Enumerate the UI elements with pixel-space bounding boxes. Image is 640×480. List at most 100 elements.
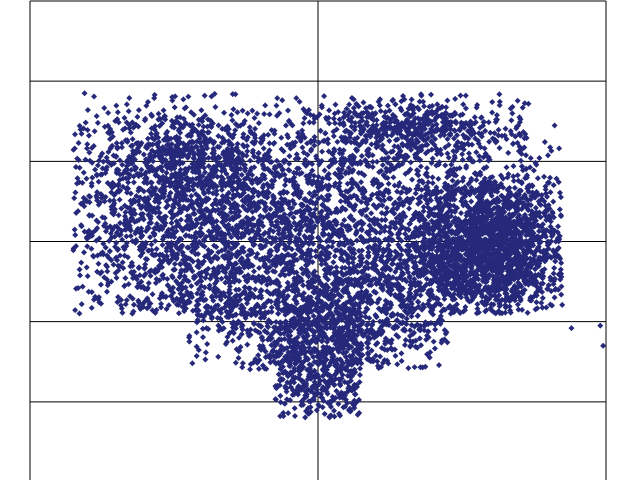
scatter-point bbox=[184, 197, 191, 204]
scatter-point bbox=[471, 114, 478, 121]
scatter-point bbox=[153, 245, 160, 252]
scatter-point bbox=[505, 149, 512, 156]
scatter-point bbox=[114, 143, 121, 150]
scatter-point bbox=[126, 125, 133, 132]
scatter-point bbox=[322, 130, 329, 137]
scatter-point bbox=[296, 226, 303, 233]
scatter-point bbox=[173, 185, 180, 192]
scatter-point bbox=[169, 274, 176, 281]
scatter-point bbox=[278, 134, 285, 141]
scatter-point bbox=[219, 193, 226, 200]
scatter-point bbox=[129, 136, 136, 143]
scatter-point bbox=[244, 143, 251, 150]
scatter-point bbox=[195, 121, 202, 128]
scatter-point bbox=[123, 119, 130, 126]
scatter-point bbox=[169, 97, 176, 104]
scatter-point bbox=[251, 268, 258, 275]
scatter-point bbox=[153, 133, 160, 140]
scatter-point bbox=[162, 174, 169, 181]
scatter-point bbox=[88, 304, 95, 311]
scatter-point bbox=[185, 255, 192, 262]
scatter-point bbox=[268, 177, 275, 184]
scatter-point bbox=[182, 232, 189, 239]
scatter-point bbox=[152, 280, 159, 287]
scatter-point bbox=[266, 111, 273, 118]
scatter-point bbox=[353, 237, 360, 244]
scatter-point bbox=[240, 162, 247, 169]
scatter-point bbox=[124, 138, 131, 145]
scatter-point bbox=[225, 190, 232, 197]
scatter-point bbox=[131, 163, 138, 170]
scatter-point bbox=[240, 189, 247, 196]
scatter-point bbox=[157, 147, 164, 154]
scatter-point bbox=[286, 153, 293, 160]
scatter-point bbox=[539, 295, 546, 302]
scatter-point bbox=[171, 159, 178, 166]
scatter-point bbox=[234, 203, 241, 210]
scatter-point bbox=[186, 232, 193, 239]
scatter-point bbox=[105, 129, 112, 136]
scatter-point bbox=[244, 148, 251, 155]
scatter-point bbox=[154, 204, 161, 211]
scatter-point bbox=[214, 173, 221, 180]
scatter-point bbox=[276, 173, 283, 180]
scatter-point bbox=[188, 130, 195, 137]
scatter-point bbox=[70, 245, 77, 252]
scatter-point bbox=[183, 217, 190, 224]
scatter-point bbox=[282, 122, 289, 129]
scatter-point bbox=[100, 240, 107, 247]
scatter-point bbox=[306, 119, 313, 126]
scatter-point bbox=[115, 225, 122, 232]
scatter-point bbox=[168, 171, 175, 178]
scatter-point bbox=[193, 143, 200, 150]
scatter-point bbox=[113, 239, 120, 246]
scatter-point bbox=[358, 179, 365, 186]
scatter-point bbox=[216, 144, 223, 151]
scatter-point bbox=[182, 175, 189, 182]
scatter-point bbox=[457, 92, 464, 99]
scatter-point bbox=[118, 144, 125, 151]
scatter-point bbox=[152, 237, 159, 244]
scatter-point bbox=[155, 174, 162, 181]
scatter-point bbox=[409, 176, 416, 183]
scatter-point bbox=[382, 216, 389, 223]
scatter-point bbox=[189, 247, 196, 254]
scatter-point bbox=[254, 110, 261, 117]
scatter-point bbox=[126, 204, 133, 211]
scatter-point bbox=[186, 148, 193, 155]
scatter-point bbox=[159, 241, 166, 248]
scatter-point bbox=[259, 171, 266, 178]
scatter-point bbox=[118, 205, 125, 212]
scatter-point bbox=[228, 234, 235, 241]
scatter-point bbox=[279, 97, 286, 104]
scatter-point bbox=[151, 268, 158, 275]
scatter-point bbox=[164, 244, 171, 251]
scatter-point bbox=[115, 181, 122, 188]
scatter-point bbox=[105, 122, 112, 129]
scatter-point bbox=[120, 170, 127, 177]
scatter-point bbox=[255, 189, 262, 196]
scatter-point bbox=[148, 130, 155, 137]
scatter-point bbox=[240, 152, 247, 159]
scatter-point bbox=[232, 146, 239, 153]
scatter-point bbox=[162, 146, 169, 153]
scatter-point bbox=[169, 224, 176, 231]
scatter-point bbox=[236, 183, 243, 190]
scatter-point bbox=[71, 131, 78, 138]
scatter-point bbox=[198, 115, 205, 122]
scatter-point bbox=[111, 233, 118, 240]
scatter-point bbox=[320, 232, 327, 239]
scatter-point bbox=[337, 198, 344, 205]
scatter-point bbox=[87, 233, 94, 240]
scatter-point bbox=[80, 169, 87, 176]
scatter-point bbox=[129, 153, 136, 160]
scatter-point bbox=[495, 126, 502, 133]
scatter-point bbox=[169, 94, 176, 101]
scatter-point bbox=[300, 120, 307, 127]
scatter-point bbox=[91, 93, 98, 100]
scatter-point bbox=[143, 228, 150, 235]
scatter-point bbox=[429, 180, 436, 187]
scatter-point bbox=[458, 210, 465, 217]
scatter-point bbox=[95, 219, 102, 226]
scatter-point bbox=[239, 107, 246, 114]
